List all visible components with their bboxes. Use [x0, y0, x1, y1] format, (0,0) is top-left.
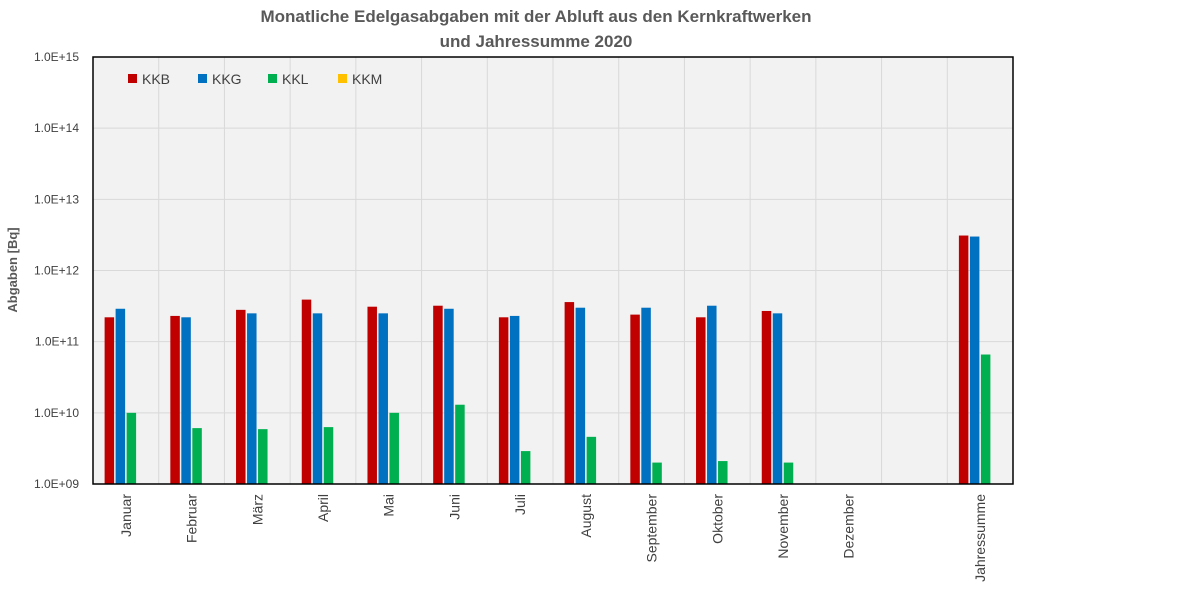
- x-tick-label: Dezember: [841, 494, 857, 559]
- bar-kkg: [575, 307, 586, 484]
- bar-kkg: [181, 317, 191, 484]
- bar-kkb: [104, 317, 115, 484]
- y-tick-label: 1.0E+15: [34, 50, 79, 64]
- bar-kkg: [772, 313, 783, 484]
- x-tick-label: Februar: [184, 494, 200, 543]
- bar-kkb: [761, 310, 772, 484]
- bar-kkl: [586, 436, 597, 484]
- legend-marker-kkb: [128, 74, 137, 83]
- bar-kkg: [444, 308, 454, 484]
- bar-kkg: [969, 236, 980, 484]
- bar-kkl: [323, 427, 334, 484]
- y-tick-label: 1.0E+14: [34, 121, 79, 135]
- bar-kkb: [696, 317, 706, 484]
- x-tick-label: Juni: [446, 494, 462, 520]
- x-tick-label: September: [644, 494, 660, 563]
- bar-kkg: [641, 307, 651, 484]
- bar-kkb: [301, 299, 312, 484]
- x-tick-label: Mai: [381, 494, 397, 517]
- bar-kkb: [236, 309, 246, 484]
- legend-label-kkb: KKB: [142, 71, 170, 87]
- bar-kkg: [312, 313, 323, 484]
- bar-kkl: [718, 461, 728, 484]
- y-tick-label: 1.0E+11: [35, 335, 79, 349]
- bar-kkb: [958, 235, 969, 484]
- bar-kkb: [564, 302, 575, 484]
- bar-kkb: [498, 317, 509, 484]
- y-tick-label: 1.0E+10: [34, 406, 79, 420]
- legend-marker-kkg: [198, 74, 207, 83]
- plot-area: 1.0E+09 1.0E+10 1.0E+11 1.0E+12 1.0E+13 1.0E+…: [34, 50, 1014, 582]
- bar-kkg: [378, 313, 388, 484]
- legend-marker-kkm: [338, 74, 347, 83]
- chart-title-line-2: und Jahressumme 2020: [440, 32, 633, 51]
- bar-kkg: [707, 305, 717, 484]
- bar-kkb: [433, 305, 443, 484]
- y-tick-label: 1.0E+13: [34, 192, 79, 206]
- x-tick-label: Januar: [118, 494, 134, 537]
- bar-kkl: [455, 404, 465, 484]
- bar-kkg: [247, 313, 257, 484]
- bar-kkl: [980, 354, 991, 484]
- x-tick-label: November: [775, 494, 791, 559]
- x-tick-label: Jahressumme: [972, 494, 988, 582]
- plot-frame: [92, 56, 1014, 485]
- x-tick-label: April: [315, 494, 331, 522]
- legend-label-kkm: KKM: [352, 71, 382, 87]
- x-tick-label: August: [578, 494, 594, 538]
- y-tick-label: 1.0E+09: [34, 477, 79, 491]
- x-tick-label: Oktober: [709, 494, 725, 544]
- x-tick-label: Juli: [512, 494, 528, 515]
- bar-kkb: [170, 315, 180, 484]
- bar-kkg: [509, 315, 520, 484]
- bar-kkl: [783, 462, 794, 484]
- x-tick-label: März: [249, 494, 265, 525]
- bar-kkl: [192, 428, 202, 484]
- legend-label-kkl: KKL: [282, 71, 309, 87]
- bar-kkl: [258, 429, 268, 484]
- legend: KKB KKG KKL KKM: [128, 71, 382, 87]
- y-tick-label: 1.0E+12: [34, 264, 79, 278]
- bar-kkl: [126, 412, 137, 484]
- bar-kkl: [520, 451, 531, 484]
- bar-kkb: [630, 314, 640, 484]
- chart-title-line-1: Monatliche Edelgasabgaben mit der Abluft…: [260, 7, 811, 26]
- bar-kkg: [115, 308, 126, 484]
- bar-kkb: [367, 306, 377, 484]
- bar-kkl: [389, 412, 399, 484]
- bar-kkl: [652, 462, 662, 484]
- y-axis-label: Abgaben [Bq]: [5, 227, 20, 312]
- legend-label-kkg: KKG: [212, 71, 242, 87]
- legend-marker-kkl: [268, 74, 277, 83]
